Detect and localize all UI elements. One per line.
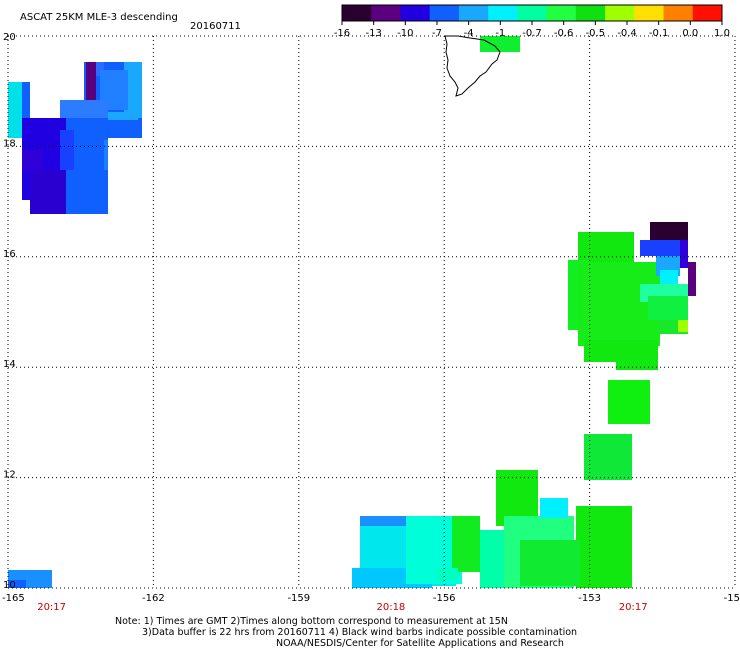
- time-label: 20:17: [37, 602, 66, 613]
- swath-cell: [680, 240, 688, 268]
- y-tick-label: 20: [3, 32, 16, 43]
- swath-cell: [578, 232, 634, 262]
- colorbar-segment: [634, 5, 665, 21]
- colorbar-tick-label: -16: [334, 28, 350, 39]
- x-tick-label: -159: [287, 593, 310, 604]
- colorbar-segment: [663, 5, 694, 21]
- colorbar-segment: [605, 5, 635, 21]
- note-line-2: 3)Data buffer is 22 hrs from 20160711 4)…: [142, 627, 578, 638]
- swath-cell: [584, 434, 632, 480]
- swath-cell: [520, 540, 580, 586]
- swath-cell: [22, 150, 42, 170]
- time-label: 20:18: [376, 602, 405, 613]
- y-tick-label: 18: [3, 138, 16, 149]
- colorbar-segment: [458, 5, 489, 21]
- note-line-3: NOAA/NESDIS/Center for Satellite Applica…: [276, 638, 564, 649]
- swath-cell: [480, 530, 504, 588]
- x-axis-tick-labels: -165 -162 -159 -156 -153 -150: [2, 593, 740, 604]
- plot-area: [7, 35, 736, 589]
- colorbar-segment: [575, 5, 606, 21]
- colorbar-tick-label: -13: [365, 28, 381, 39]
- island-coastline: [444, 35, 501, 97]
- swath-cell: [584, 340, 658, 362]
- y-tick-label: 10: [3, 580, 16, 591]
- colorbar: [341, 4, 723, 25]
- colorbar-segment: [517, 5, 548, 21]
- time-labels: 20:17 20:18 20:17: [37, 602, 647, 613]
- colorbar-labels: -16 -13 -10 -7 -4 -1 -0.7 -0.6 -0.5 -0.4 -0.1 0.0 1.…: [334, 28, 730, 39]
- colorbar-tick-label: 1.0: [714, 28, 730, 39]
- swath-cell: [360, 516, 410, 526]
- swath-cell: [578, 262, 660, 346]
- colorbar-segment: [371, 5, 401, 21]
- swath-cell: [104, 140, 108, 170]
- colorbar-tick-label: -4: [464, 28, 474, 39]
- colorbar-tick-label: -7: [432, 28, 442, 39]
- swath-cell: [124, 62, 142, 118]
- colorbar-tick-label: -0.7: [522, 28, 542, 39]
- swath-cell: [22, 82, 30, 122]
- wind-swaths: [8, 36, 696, 588]
- x-tick-label: -162: [142, 593, 165, 604]
- swath-cell: [616, 360, 658, 370]
- big-island-outline: [444, 35, 501, 97]
- x-tick-label: -153: [578, 593, 601, 604]
- swath-cell: [660, 270, 678, 284]
- swath-cell: [436, 568, 458, 580]
- colorbar-segment: [429, 5, 460, 21]
- colorbar-tick-label: -0.5: [586, 28, 606, 39]
- swath-cell: [540, 498, 568, 518]
- colorbar-tick-label: 0.0: [682, 28, 698, 39]
- x-tick-label: -165: [2, 593, 25, 604]
- x-tick-label: -156: [433, 593, 456, 604]
- swath-cell: [678, 320, 688, 332]
- y-tick-label: 14: [3, 359, 16, 370]
- y-tick-label: 16: [3, 249, 16, 260]
- swath-cell: [480, 36, 520, 52]
- swath-cell: [452, 516, 480, 572]
- y-tick-label: 12: [3, 470, 16, 481]
- colorbar-segment: [546, 5, 577, 21]
- colorbar-segment: [692, 5, 723, 21]
- colorbar-tick-label: -1: [495, 28, 505, 39]
- swath-cell: [96, 62, 104, 76]
- x-tick-label: -150: [724, 593, 740, 604]
- colorbar-segment: [400, 5, 431, 21]
- swath-cell: [8, 580, 26, 588]
- grid-lines: [7, 35, 736, 589]
- chart-date: 20160711: [190, 21, 241, 32]
- time-label: 20:17: [619, 602, 648, 613]
- colorbar-tick-label: -0.4: [617, 28, 637, 39]
- swath-cell: [576, 506, 632, 588]
- colorbar-tick-label: -0.6: [554, 28, 574, 39]
- colorbar-tick-label: -0.1: [649, 28, 669, 39]
- swath-cell: [650, 222, 688, 242]
- colorbar-tick-label: -10: [397, 28, 413, 39]
- note-line-1: Note: 1) Times are GMT 2)Times along bot…: [115, 616, 508, 627]
- y-axis-tick-labels: 10 12 14 16 18 20: [3, 32, 16, 591]
- swath-cell: [648, 296, 688, 320]
- swath-cell: [108, 112, 138, 120]
- chart-title: ASCAT 25KM MLE-3 descending: [20, 12, 178, 23]
- swath-cell: [60, 130, 74, 170]
- swath-cell: [86, 62, 96, 102]
- swath-cell: [8, 82, 22, 138]
- swath-cell: [608, 380, 650, 424]
- swath-cell: [688, 262, 696, 296]
- swath-cell: [640, 240, 684, 256]
- colorbar-segment: [342, 5, 372, 21]
- colorbar-segment: [488, 5, 518, 21]
